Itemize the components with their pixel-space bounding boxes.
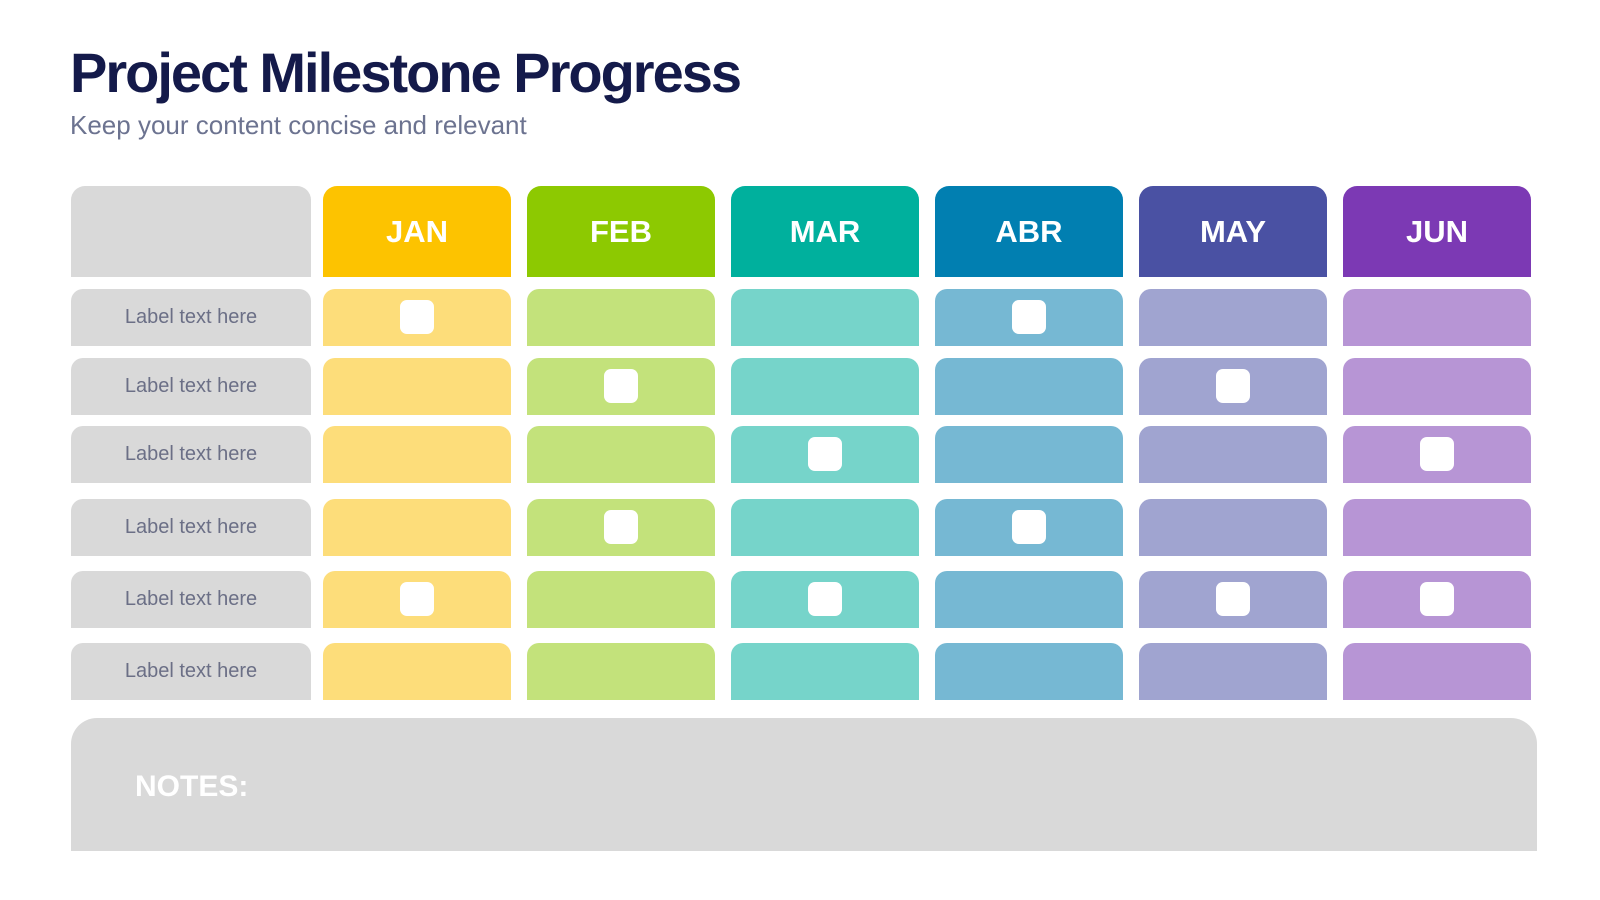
grid-cell [1343, 643, 1531, 700]
grid-cell [323, 643, 511, 700]
month-header-feb: FEB [527, 186, 715, 277]
row-label: Label text here [71, 358, 311, 415]
milestone-marker [1012, 510, 1046, 544]
row-label: Label text here [71, 289, 311, 346]
milestone-marker [400, 300, 434, 334]
grid-cell [731, 358, 919, 415]
grid-cell [527, 571, 715, 628]
milestone-marker [1420, 582, 1454, 616]
month-header-may: MAY [1139, 186, 1327, 277]
grid-cell [1139, 571, 1327, 628]
grid-cell [731, 289, 919, 346]
milestone-marker [1216, 369, 1250, 403]
grid-cell [1139, 289, 1327, 346]
grid-cell [731, 499, 919, 556]
grid-cell [1139, 426, 1327, 483]
grid-cell [323, 499, 511, 556]
notes-label: NOTES: [135, 770, 249, 803]
grid-cell [323, 289, 511, 346]
grid-cell [935, 499, 1123, 556]
notes-panel: NOTES: [71, 718, 1537, 851]
row-label: Label text here [71, 571, 311, 628]
grid-cell [1343, 289, 1531, 346]
month-header-jun: JUN [1343, 186, 1531, 277]
grid-cell [527, 643, 715, 700]
grid-cell [935, 571, 1123, 628]
grid-cell [1343, 426, 1531, 483]
grid-cell [731, 643, 919, 700]
month-header-abr: ABR [935, 186, 1123, 277]
milestone-marker [604, 510, 638, 544]
milestone-marker [400, 582, 434, 616]
month-header-mar: MAR [731, 186, 919, 277]
milestone-marker [1216, 582, 1250, 616]
page-title: Project Milestone Progress [70, 41, 742, 104]
grid-cell [527, 426, 715, 483]
month-header-jan: JAN [323, 186, 511, 277]
grid-cell [323, 426, 511, 483]
grid-cell [527, 499, 715, 556]
header-blank-cell [71, 186, 311, 277]
row-label: Label text here [71, 499, 311, 556]
milestone-marker [1012, 300, 1046, 334]
milestone-marker [1420, 437, 1454, 471]
page-subtitle: Keep your content concise and relevant [70, 110, 527, 140]
grid-cell [1139, 499, 1327, 556]
grid-cell [935, 643, 1123, 700]
grid-cell [527, 358, 715, 415]
grid-cell [1343, 499, 1531, 556]
grid-cell [935, 358, 1123, 415]
grid-cell [935, 289, 1123, 346]
milestone-marker [808, 582, 842, 616]
grid-cell [323, 571, 511, 628]
grid-cell [1343, 571, 1531, 628]
milestone-marker [604, 369, 638, 403]
grid-cell [1343, 358, 1531, 415]
grid-cell [935, 426, 1123, 483]
row-label: Label text here [71, 643, 311, 700]
milestone-marker [808, 437, 842, 471]
grid-cell [323, 358, 511, 415]
grid-cell [1139, 358, 1327, 415]
grid-cell [527, 289, 715, 346]
grid-cell [731, 426, 919, 483]
grid-cell [731, 571, 919, 628]
row-label: Label text here [71, 426, 311, 483]
grid-cell [1139, 643, 1327, 700]
